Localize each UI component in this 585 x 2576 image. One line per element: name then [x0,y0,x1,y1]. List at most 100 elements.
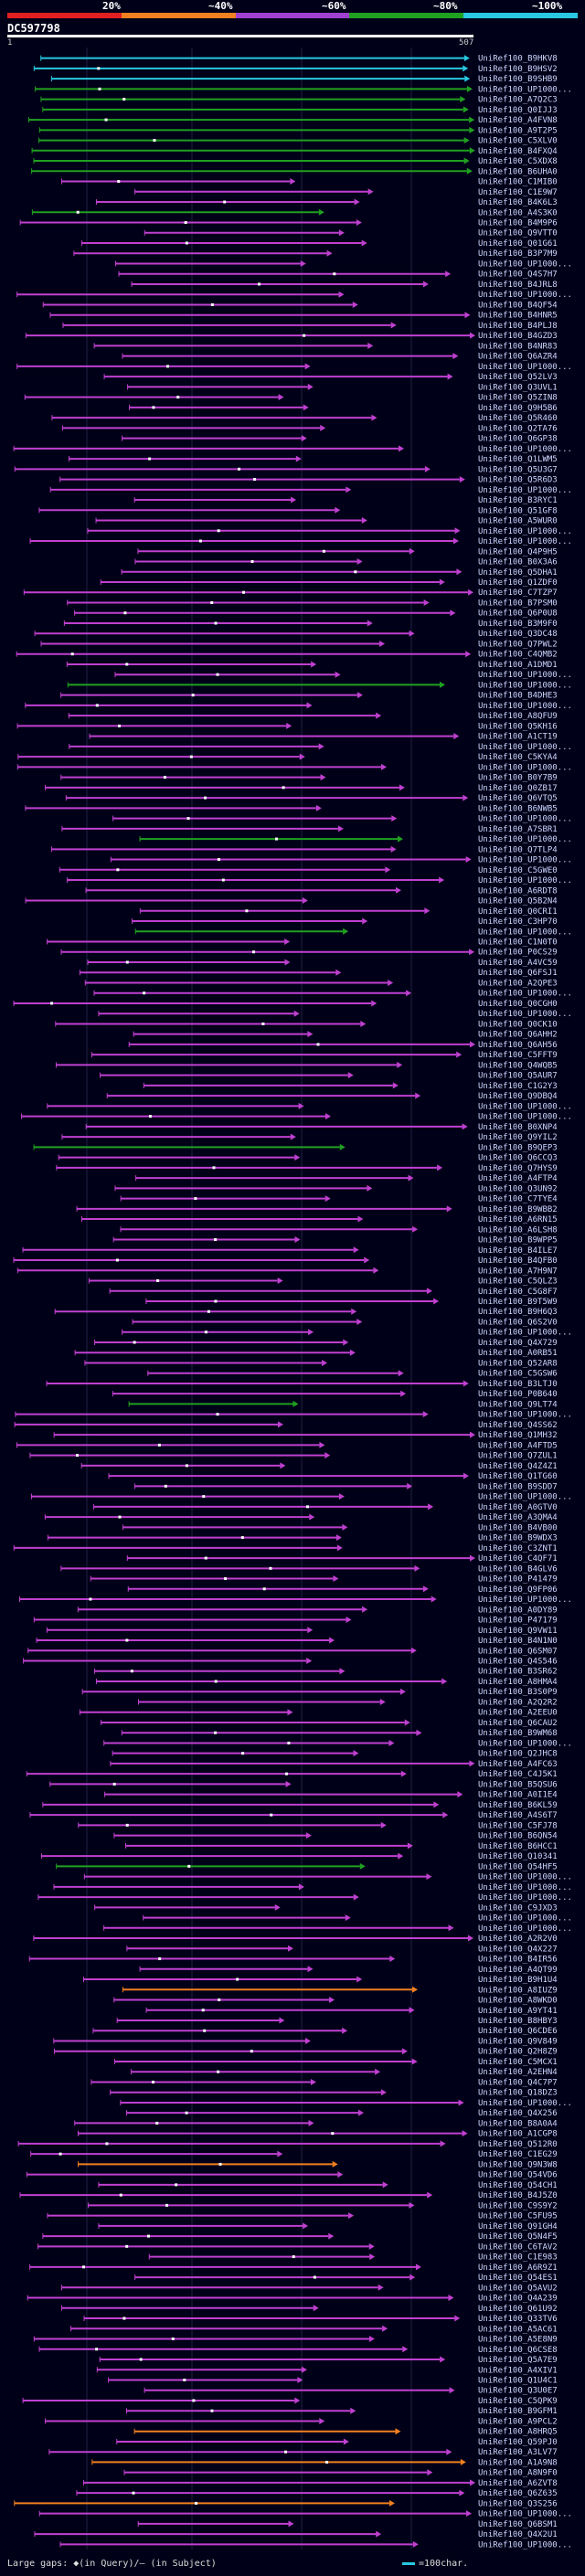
hit-row[interactable]: UniRef100_Q0CGH0 [13,1000,558,1009]
hit-label[interactable]: UniRef100_UP1000... [478,2510,572,2519]
hit-label[interactable]: UniRef100_Q0CRI1 [478,907,558,917]
hit-label[interactable]: UniRef100_C5XDX8 [478,157,558,166]
hit-row[interactable]: UniRef100_Q3DC48 [34,630,558,639]
hit-row[interactable]: UniRef100_B7PSM0 [67,599,558,608]
hit-row[interactable]: UniRef100_C7TYE4 [120,1195,558,1204]
hit-label[interactable]: UniRef100_Q9H5B6 [478,404,558,413]
hit-label[interactable]: UniRef100_A4XIV1 [478,2366,558,2375]
hit-row[interactable]: UniRef100_Q4S7H7 [118,270,558,280]
hit-label[interactable]: UniRef100_Q6CDE6 [478,2027,558,2036]
hit-row[interactable]: UniRef100_Q0CRI1 [139,907,558,917]
hit-row[interactable]: UniRef100_Q9FP06 [127,1585,558,1595]
hit-label[interactable]: UniRef100_Q6S2V0 [478,1318,558,1327]
hit-label[interactable]: UniRef100_UP1000... [478,856,572,865]
hit-row[interactable]: UniRef100_UP1000... [13,445,572,454]
hit-label[interactable]: UniRef100_Q7TLP4 [478,845,558,854]
hit-label[interactable]: UniRef100_A1DMD1 [478,661,558,670]
hit-row[interactable]: UniRef100_B4HNR5 [49,312,558,321]
hit-row[interactable]: UniRef100_C1G2Y3 [143,1082,558,1091]
hit-label[interactable]: UniRef100_B9HKV8 [478,55,558,64]
hit-label[interactable]: UniRef100_Q3U0E7 [478,2387,558,2396]
hit-label[interactable]: UniRef100_A7Q2C3 [478,96,558,105]
hit-row[interactable]: UniRef100_Q59PJ0 [116,2438,558,2447]
hit-label[interactable]: UniRef100_UP1000... [478,1595,572,1605]
hit-label[interactable]: UniRef100_UP1000... [478,743,572,752]
hit-row[interactable]: UniRef100_UP1000... [103,1924,572,1934]
hit-label[interactable]: UniRef100_A2Q2R2 [478,1698,558,1707]
hit-row[interactable]: UniRef100_B6HCC1 [124,1842,558,1851]
hit-label[interactable]: UniRef100_B9QEP3 [478,1143,558,1152]
hit-label[interactable]: UniRef100_C6TAV2 [478,2242,558,2252]
hit-label[interactable]: UniRef100_A0I1E4 [478,1791,558,1800]
hit-row[interactable]: UniRef100_Q54CH1 [98,2181,558,2190]
hit-label[interactable]: UniRef100_Q5R6D3 [478,476,558,485]
hit-row[interactable]: UniRef100_Q3UN92 [114,1184,558,1193]
hit-row[interactable]: UniRef100_A3QMA4 [44,1513,558,1522]
hit-row[interactable]: UniRef100_UP1000... [67,681,572,690]
hit-label[interactable]: UniRef100_B4VB00 [478,1523,558,1532]
hit-label[interactable]: UniRef100_UP1000... [478,1010,572,1019]
hit-label[interactable]: UniRef100_UP1000... [478,291,572,300]
hit-label[interactable]: UniRef100_A2EHN4 [478,2068,558,2077]
hit-row[interactable]: UniRef100_B9WBB2 [76,1205,558,1214]
hit-row[interactable]: UniRef100_Q6CAU2 [101,1719,558,1728]
hit-row[interactable]: UniRef100_A8N9F0 [123,2469,558,2478]
hit-row[interactable]: UniRef100_A8HMA4 [95,1678,558,1687]
hit-label[interactable]: UniRef100_A1A9N8 [478,2458,558,2467]
hit-label[interactable]: UniRef100_C3ZNT1 [478,1544,558,1553]
hit-label[interactable]: UniRef100_Q9DBQ4 [478,1092,558,1101]
hit-row[interactable]: UniRef100_Q6BSM1 [137,2520,558,2529]
hit-label[interactable]: UniRef100_UP1000... [478,990,572,999]
hit-label[interactable]: UniRef100_Q0CK10 [478,1020,558,1029]
hit-row[interactable]: UniRef100_UP1000... [114,671,572,680]
hit-label[interactable]: UniRef100_Q9VW11 [478,1627,558,1636]
hit-row[interactable]: UniRef100_Q3UVL1 [127,383,558,392]
hit-label[interactable]: UniRef100_A4S3K0 [478,208,558,217]
hit-label[interactable]: UniRef100_Q1ZDF0 [478,578,558,588]
hit-row[interactable]: UniRef100_C1MIB0 [61,178,558,187]
hit-label[interactable]: UniRef100_Q6CAU2 [478,1719,558,1728]
hit-label[interactable]: UniRef100_Q7HYS9 [478,1164,558,1173]
hit-label[interactable]: UniRef100_UP1000... [478,928,572,937]
hit-row[interactable]: UniRef100_Q54VD6 [26,2171,558,2180]
hit-label[interactable]: UniRef100_B4FXQ4 [478,147,558,156]
hit-label[interactable]: UniRef100_C1N0T0 [478,938,558,948]
hit-row[interactable]: UniRef100_A9T2P5 [38,126,558,135]
hit-label[interactable]: UniRef100_Q9VTT0 [478,229,558,239]
hit-row[interactable]: UniRef100_B9QEP3 [33,1143,558,1152]
hit-label[interactable]: UniRef100_Q5B2N4 [478,897,558,906]
hit-label[interactable]: UniRef100_UP1000... [478,445,572,454]
hit-label[interactable]: UniRef100_UP1000... [478,1893,572,1903]
hit-row[interactable]: UniRef100_Q4X227 [126,1945,558,1954]
hit-label[interactable]: UniRef100_A4FC63 [478,1760,558,1769]
hit-row[interactable]: UniRef100_Q7TLP4 [50,845,558,854]
hit-label[interactable]: UniRef100_Q6FSJ1 [478,969,558,978]
hit-label[interactable]: UniRef100_Q9LT74 [478,1400,558,1409]
hit-row[interactable]: UniRef100_Q6SM07 [27,1647,558,1656]
hit-label[interactable]: UniRef100_A6RDT8 [478,886,558,896]
hit-row[interactable]: UniRef100_B4FXQ4 [31,147,558,156]
hit-row[interactable]: UniRef100_B9HSV2 [33,65,558,74]
hit-label[interactable]: UniRef100_UP1000... [478,671,572,680]
hit-label[interactable]: UniRef100_Q6BSM1 [478,2520,558,2529]
hit-label[interactable]: UniRef100_B4PLJ8 [478,322,558,331]
hit-row[interactable]: UniRef100_C5QLZ3 [88,1277,558,1287]
hit-label[interactable]: UniRef100_C4QMB2 [478,651,558,660]
hit-label[interactable]: UniRef100_B4JRL8 [478,281,558,290]
hit-label[interactable]: UniRef100_Q4S546 [478,1657,558,1666]
hit-label[interactable]: UniRef100_UP1000... [478,527,572,536]
hit-label[interactable]: UniRef100_B9WM68 [478,1729,558,1738]
hit-label[interactable]: UniRef100_B4ILE7 [478,1246,558,1256]
hit-row[interactable]: UniRef100_Q5ZIN8 [24,394,558,403]
hit-row[interactable]: UniRef100_B4K6L3 [95,198,558,207]
hit-row[interactable]: UniRef100_C4J5K1 [26,1770,558,1779]
hit-label[interactable]: UniRef100_A3LV77 [478,2448,558,2457]
hit-label[interactable]: UniRef100_UP1000... [478,1914,572,1924]
hit-label[interactable]: UniRef100_A4S6T7 [478,1811,558,1820]
hit-row[interactable]: UniRef100_A8IUZ9 [122,1986,558,1995]
hit-label[interactable]: UniRef100_B0X3A6 [478,558,558,567]
hit-label[interactable]: UniRef100_A9YT41 [478,2007,558,2016]
hit-row[interactable]: UniRef100_UP1000... [21,1113,572,1122]
hit-label[interactable]: UniRef100_B9H6Q3 [478,1308,558,1317]
hit-row[interactable]: UniRef100_A9YT41 [145,2007,558,2016]
